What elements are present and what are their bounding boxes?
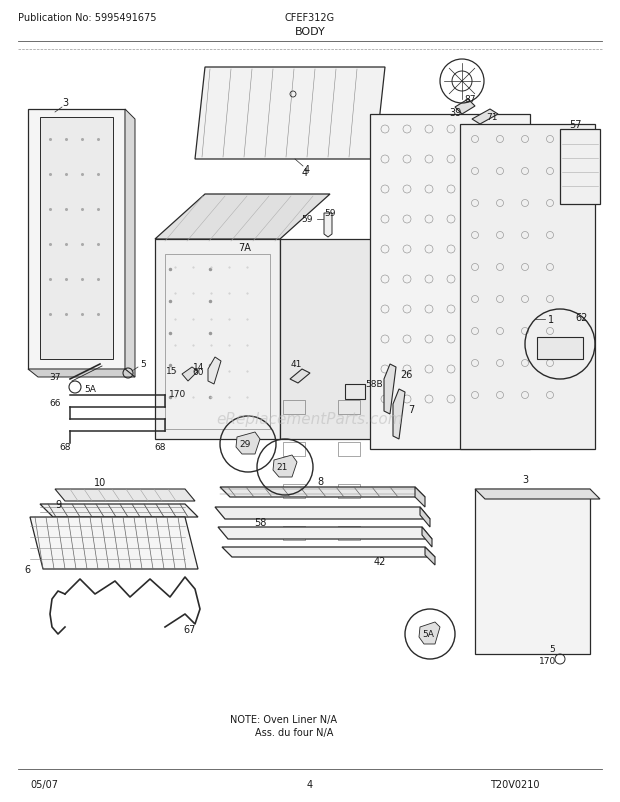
Polygon shape: [425, 547, 435, 565]
Text: 170: 170: [539, 657, 557, 666]
Text: 57: 57: [569, 119, 581, 130]
Text: eReplacementParts.com: eReplacementParts.com: [216, 412, 404, 427]
Polygon shape: [415, 488, 425, 508]
Text: 170: 170: [169, 390, 187, 399]
Text: 10: 10: [94, 477, 106, 488]
Polygon shape: [195, 68, 385, 160]
Polygon shape: [290, 370, 310, 383]
Text: 41: 41: [290, 360, 302, 369]
Text: 37: 37: [49, 373, 61, 382]
Polygon shape: [40, 118, 113, 359]
Text: 4: 4: [307, 779, 313, 789]
Bar: [283, 400, 305, 415]
Text: 14: 14: [193, 363, 205, 372]
Polygon shape: [220, 488, 425, 497]
Polygon shape: [28, 110, 125, 370]
Text: 7: 7: [408, 404, 414, 415]
Bar: [283, 526, 305, 541]
Text: 29: 29: [239, 440, 250, 449]
Bar: [283, 484, 305, 498]
Polygon shape: [422, 528, 432, 547]
Text: 67: 67: [184, 624, 196, 634]
Polygon shape: [384, 365, 396, 415]
Text: 6: 6: [24, 565, 30, 574]
Text: 05/07: 05/07: [30, 779, 58, 789]
Polygon shape: [420, 508, 430, 528]
Polygon shape: [273, 456, 297, 477]
Bar: [283, 443, 305, 456]
Text: 59: 59: [324, 209, 336, 217]
Text: 58: 58: [254, 517, 266, 528]
Text: 66: 66: [49, 399, 61, 408]
Bar: [338, 443, 360, 456]
Text: 59: 59: [301, 215, 313, 225]
Text: BODY: BODY: [294, 27, 326, 37]
Polygon shape: [218, 528, 432, 539]
Text: 4: 4: [304, 164, 310, 175]
Polygon shape: [155, 195, 330, 240]
Text: 15: 15: [166, 367, 177, 376]
Text: 3: 3: [62, 98, 68, 107]
Text: 5A: 5A: [84, 385, 96, 394]
Polygon shape: [370, 115, 530, 449]
Text: 5A: 5A: [422, 630, 434, 638]
Text: 68: 68: [154, 443, 166, 452]
Polygon shape: [460, 125, 595, 449]
Polygon shape: [419, 622, 440, 644]
Bar: [338, 400, 360, 415]
Polygon shape: [213, 210, 228, 296]
Text: 58B: 58B: [365, 380, 383, 389]
Text: 4: 4: [302, 168, 308, 178]
Text: 21: 21: [277, 463, 288, 472]
Text: T20V0210: T20V0210: [490, 779, 539, 789]
Text: 5: 5: [549, 645, 555, 654]
Polygon shape: [280, 240, 440, 439]
Polygon shape: [560, 130, 600, 205]
Text: 26: 26: [400, 370, 412, 379]
Text: 87: 87: [464, 95, 476, 104]
Text: 9: 9: [55, 500, 61, 509]
Text: 42: 42: [374, 557, 386, 566]
Polygon shape: [215, 508, 430, 520]
Text: 8: 8: [317, 476, 323, 486]
Polygon shape: [30, 517, 198, 569]
Text: 7A: 7A: [238, 243, 251, 253]
Polygon shape: [393, 390, 405, 439]
Polygon shape: [475, 489, 600, 500]
Polygon shape: [182, 367, 198, 382]
Text: CFEF312G: CFEF312G: [285, 13, 335, 23]
Text: 1: 1: [548, 314, 554, 325]
Text: Ass. du four N/A: Ass. du four N/A: [255, 727, 334, 737]
Bar: [537, 338, 583, 359]
Text: NOTE: Oven Liner N/A: NOTE: Oven Liner N/A: [230, 714, 337, 724]
Text: 68: 68: [60, 443, 71, 452]
Polygon shape: [55, 489, 195, 501]
Polygon shape: [125, 110, 135, 378]
Text: 5: 5: [140, 360, 146, 369]
Polygon shape: [475, 489, 590, 654]
Polygon shape: [345, 384, 365, 399]
Polygon shape: [236, 432, 260, 455]
Text: 60: 60: [192, 368, 204, 377]
Polygon shape: [208, 358, 221, 384]
Text: 62: 62: [576, 313, 588, 322]
Bar: [338, 526, 360, 541]
Text: 3: 3: [522, 475, 528, 484]
Polygon shape: [28, 370, 135, 378]
Text: 39: 39: [449, 107, 461, 118]
Polygon shape: [324, 214, 332, 237]
Polygon shape: [455, 100, 475, 115]
Polygon shape: [472, 110, 498, 125]
Text: Publication No: 5995491675: Publication No: 5995491675: [18, 13, 156, 23]
Polygon shape: [155, 240, 280, 439]
Polygon shape: [40, 504, 198, 517]
Polygon shape: [222, 547, 435, 557]
Bar: [338, 484, 360, 498]
Text: 71: 71: [486, 113, 498, 123]
